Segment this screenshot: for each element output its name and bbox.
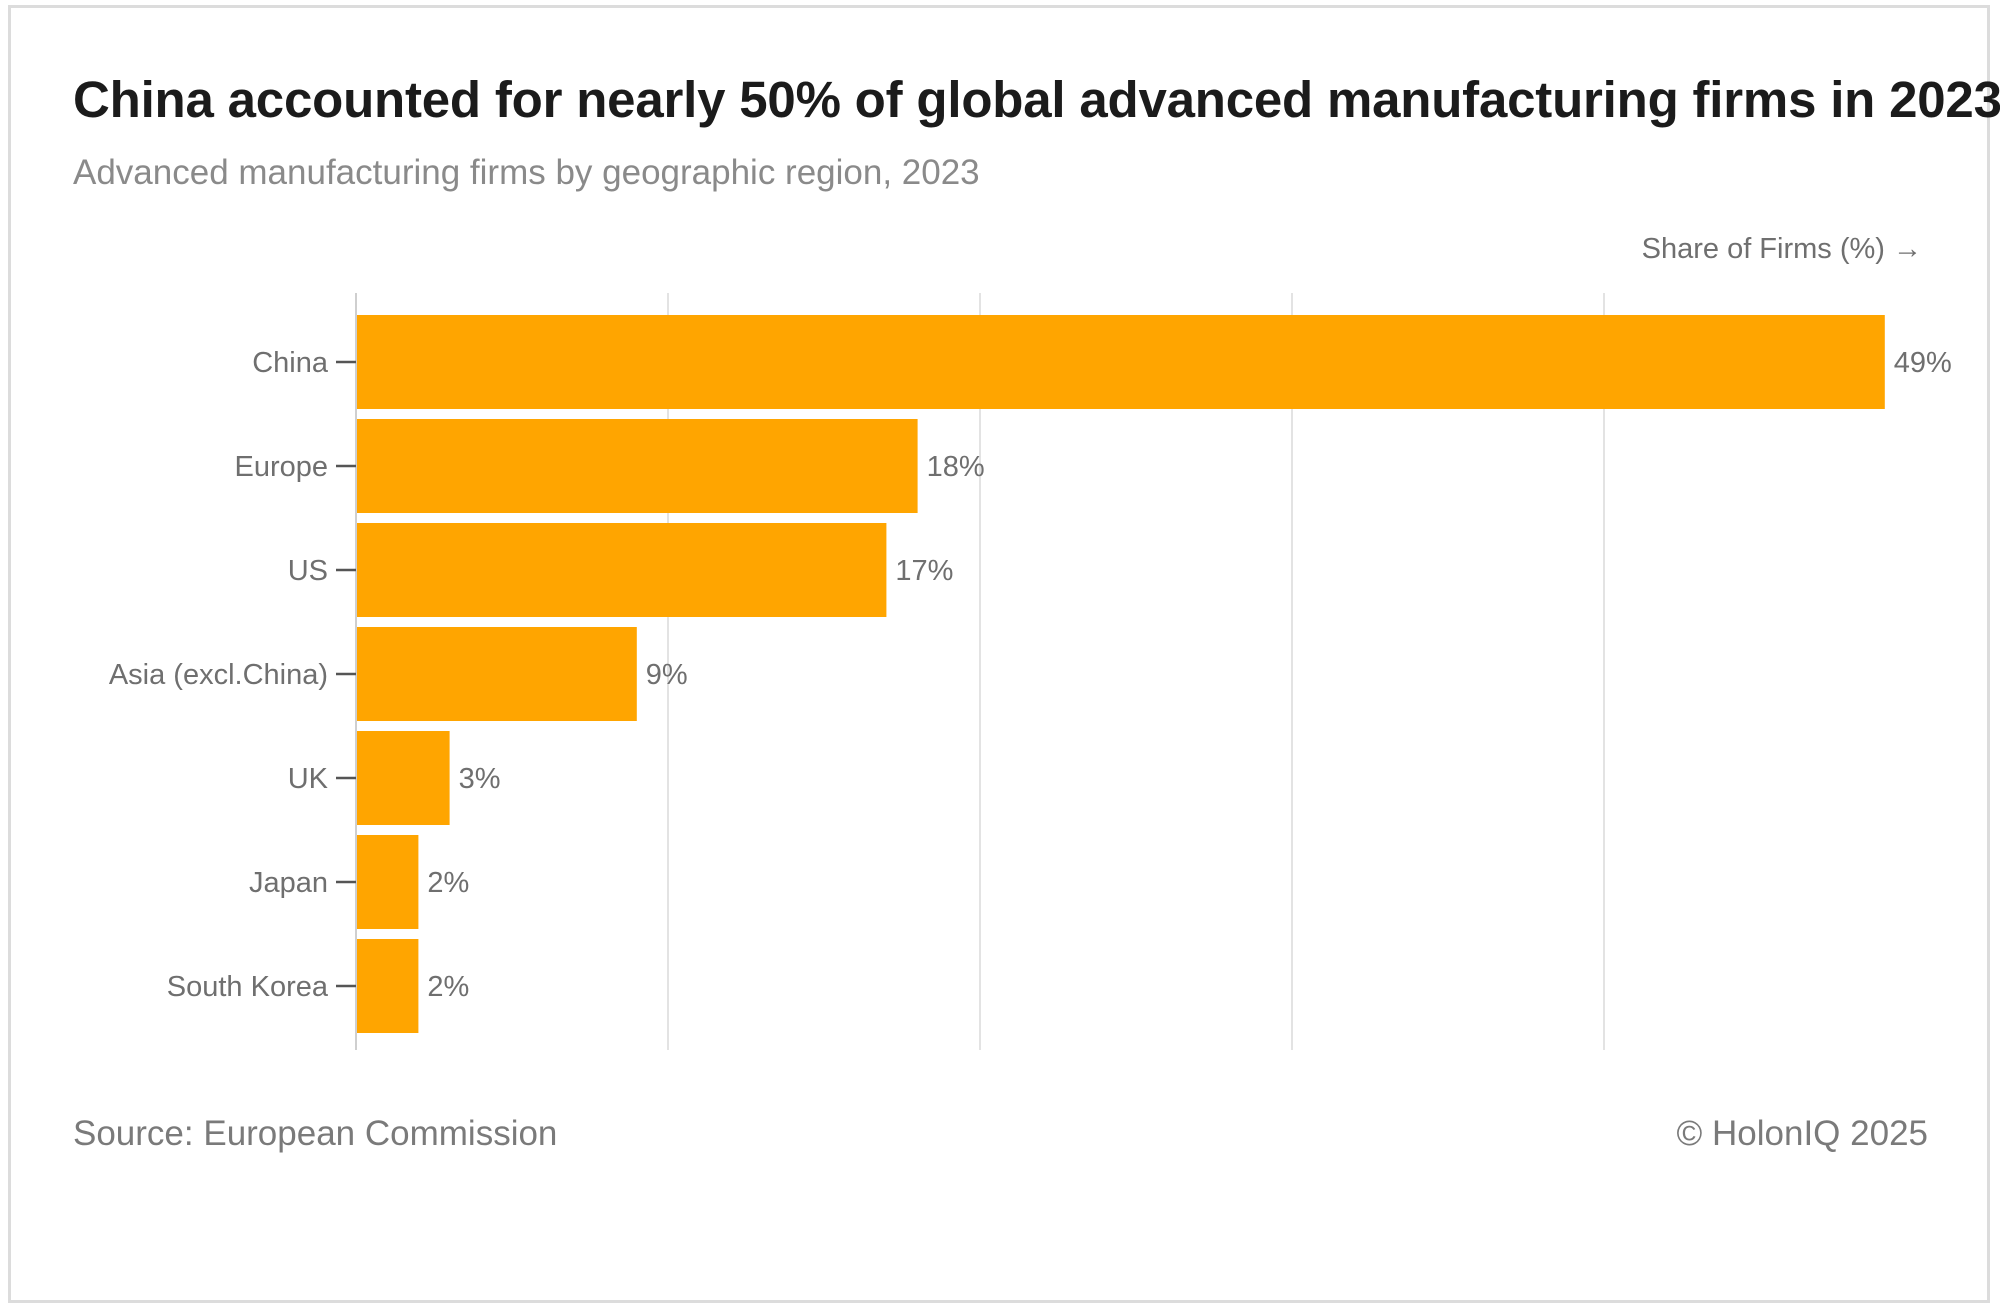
chart-title: China accounted for nearly 50% of global…: [73, 71, 2000, 128]
y-axis: China Europe US Asia (excl.China) UK Japan Sou…: [109, 293, 357, 1050]
data-label-1: 18%: [927, 451, 985, 483]
y-tick-label-0: China: [252, 347, 329, 379]
y-tick-label-2: US: [288, 555, 328, 587]
data-label-0: 49%: [1894, 347, 1952, 379]
data-labels: 49% 18% 17% 9% 3% 2% 2%: [427, 347, 1951, 1003]
x-axis-label: Share of Firms (%) →: [1641, 233, 1922, 265]
data-label-6: 2%: [427, 971, 469, 1003]
y-tick-label-6: South Korea: [167, 971, 329, 1003]
bars: [356, 315, 1885, 1033]
y-tick-label-5: Japan: [249, 867, 328, 899]
chart-frame: [8, 5, 1990, 1303]
bar-1: [356, 419, 918, 513]
y-tick-label-1: Europe: [234, 451, 328, 483]
data-label-4: 3%: [459, 763, 501, 795]
y-tick-label-4: UK: [288, 763, 329, 795]
bar-6: [356, 939, 419, 1033]
copyright-note: © HolonIQ 2025: [1676, 1114, 1929, 1153]
bar-2: [356, 523, 887, 617]
data-label-5: 2%: [427, 867, 469, 899]
data-label-3: 9%: [646, 659, 688, 691]
data-label-2: 17%: [895, 555, 953, 587]
bar-3: [356, 627, 637, 721]
y-tick-label-3: Asia (excl.China): [109, 659, 328, 691]
chart-subtitle: Advanced manufacturing firms by geograph…: [73, 153, 980, 192]
bar-5: [356, 835, 419, 929]
bar-0: [356, 315, 1885, 409]
source-note: Source: European Commission: [73, 1114, 558, 1153]
bar-4: [356, 731, 450, 825]
